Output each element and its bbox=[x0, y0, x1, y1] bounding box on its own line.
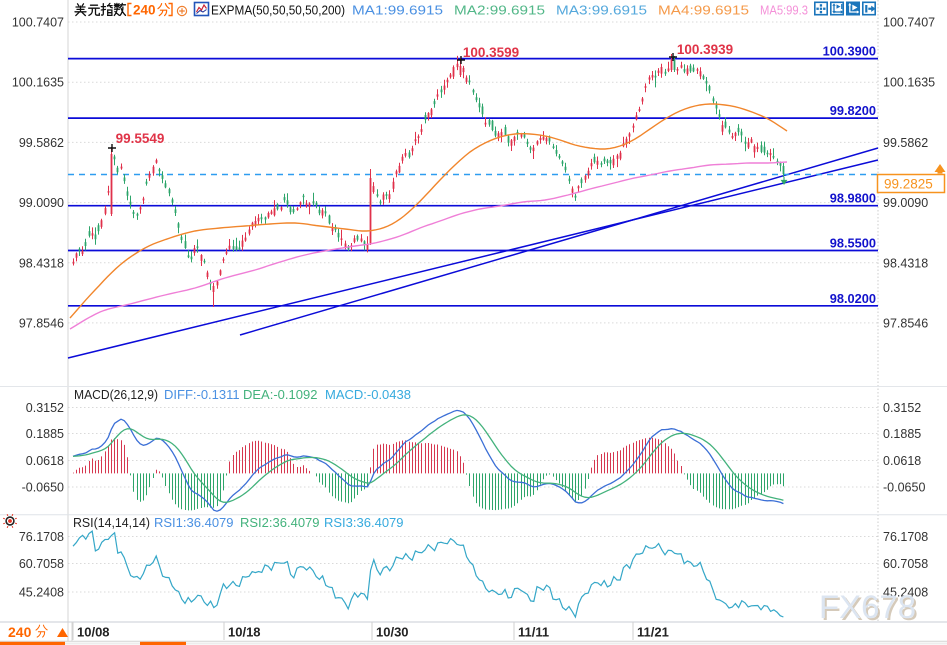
svg-text:99.0090: 99.0090 bbox=[883, 196, 928, 210]
svg-text:98.0200: 98.0200 bbox=[830, 291, 876, 306]
svg-text:11/11: 11/11 bbox=[518, 625, 549, 640]
svg-text:99.5862: 99.5862 bbox=[883, 136, 928, 150]
svg-text:MA4:99.6915: MA4:99.6915 bbox=[658, 3, 749, 18]
svg-text:10/30: 10/30 bbox=[376, 625, 409, 640]
svg-text:100.3939: 100.3939 bbox=[677, 42, 733, 57]
svg-text:99.5862: 99.5862 bbox=[19, 136, 64, 150]
svg-text:100.3900: 100.3900 bbox=[823, 44, 876, 59]
svg-text:99.5549: 99.5549 bbox=[116, 131, 165, 146]
svg-text:0.1885: 0.1885 bbox=[883, 427, 921, 441]
svg-text:98.9800: 98.9800 bbox=[830, 191, 876, 206]
svg-text:FX678: FX678 bbox=[819, 589, 916, 625]
svg-text:0.0618: 0.0618 bbox=[883, 454, 921, 468]
svg-text:45.2408: 45.2408 bbox=[19, 586, 64, 600]
svg-text:EXPMA(50,50,50,50,200): EXPMA(50,50,50,50,200) bbox=[211, 3, 345, 18]
svg-text:98.5500: 98.5500 bbox=[830, 236, 876, 251]
svg-text:MA3:99.6915: MA3:99.6915 bbox=[556, 3, 647, 18]
svg-text:0.0618: 0.0618 bbox=[26, 454, 64, 468]
svg-text:60.7058: 60.7058 bbox=[19, 557, 64, 571]
svg-text:98.4318: 98.4318 bbox=[19, 256, 64, 270]
svg-text:60.7058: 60.7058 bbox=[883, 557, 928, 571]
svg-text:10/18: 10/18 bbox=[228, 625, 261, 640]
svg-text:MACD(26,12,9): MACD(26,12,9) bbox=[74, 387, 158, 402]
svg-text:RSI1:36.4079: RSI1:36.4079 bbox=[154, 515, 234, 530]
svg-text:97.8546: 97.8546 bbox=[19, 316, 64, 330]
svg-text:MA1:99.6915: MA1:99.6915 bbox=[352, 3, 443, 18]
svg-text:76.1708: 76.1708 bbox=[19, 530, 64, 544]
svg-text:45.2408: 45.2408 bbox=[883, 586, 928, 600]
svg-text:RSI(14,14,14): RSI(14,14,14) bbox=[73, 515, 150, 530]
svg-text:FX678: FX678 bbox=[821, 591, 918, 627]
svg-text:100.7407: 100.7407 bbox=[883, 16, 935, 30]
svg-text:240: 240 bbox=[133, 3, 156, 18]
svg-text:-0.0650: -0.0650 bbox=[22, 481, 64, 495]
svg-text:-0.0650: -0.0650 bbox=[883, 481, 925, 495]
svg-text:DIFF:-0.1311: DIFF:-0.1311 bbox=[164, 387, 240, 402]
svg-text:98.4318: 98.4318 bbox=[883, 256, 928, 270]
svg-text:100.1635: 100.1635 bbox=[883, 76, 935, 90]
svg-text:76.1708: 76.1708 bbox=[883, 530, 928, 544]
svg-text:100.1635: 100.1635 bbox=[12, 76, 64, 90]
svg-text:MACD:-0.0438: MACD:-0.0438 bbox=[325, 387, 411, 402]
svg-text:100.7407: 100.7407 bbox=[12, 16, 64, 30]
svg-text:MA5:99.3: MA5:99.3 bbox=[760, 3, 808, 18]
svg-text:MA2:99.6915: MA2:99.6915 bbox=[454, 3, 545, 18]
svg-text:0.3152: 0.3152 bbox=[26, 401, 64, 415]
svg-text:RSI3:36.4079: RSI3:36.4079 bbox=[324, 515, 404, 530]
svg-text:11/21: 11/21 bbox=[637, 625, 669, 640]
svg-text:0.3152: 0.3152 bbox=[883, 401, 921, 415]
svg-text:DEA:-0.1092: DEA:-0.1092 bbox=[243, 387, 317, 402]
svg-text:97.8546: 97.8546 bbox=[883, 316, 928, 330]
svg-text:99.2825: 99.2825 bbox=[884, 177, 933, 192]
svg-text:0.1885: 0.1885 bbox=[26, 427, 64, 441]
svg-text:RSI2:36.4079: RSI2:36.4079 bbox=[240, 515, 320, 530]
svg-text:100.3599: 100.3599 bbox=[463, 45, 519, 60]
svg-text:99.8200: 99.8200 bbox=[830, 103, 876, 118]
svg-text:240: 240 bbox=[8, 624, 32, 640]
svg-text:10/08: 10/08 bbox=[77, 625, 110, 640]
svg-text:99.0090: 99.0090 bbox=[19, 196, 64, 210]
